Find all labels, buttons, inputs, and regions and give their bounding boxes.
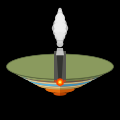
Ellipse shape: [55, 14, 62, 22]
Polygon shape: [56, 48, 64, 55]
Polygon shape: [7, 54, 60, 81]
Polygon shape: [60, 54, 113, 81]
Ellipse shape: [56, 13, 64, 20]
Polygon shape: [60, 70, 93, 88]
Polygon shape: [54, 51, 66, 82]
Ellipse shape: [58, 29, 67, 36]
Polygon shape: [13, 59, 60, 83]
Circle shape: [64, 80, 66, 82]
Ellipse shape: [54, 27, 66, 34]
Polygon shape: [60, 66, 99, 87]
Ellipse shape: [58, 33, 65, 40]
Polygon shape: [60, 62, 104, 84]
Ellipse shape: [58, 8, 62, 13]
Polygon shape: [60, 74, 89, 90]
Circle shape: [58, 80, 62, 84]
Ellipse shape: [55, 33, 62, 40]
Circle shape: [56, 78, 64, 86]
Ellipse shape: [53, 19, 62, 29]
Polygon shape: [21, 66, 60, 87]
Polygon shape: [16, 62, 60, 84]
Ellipse shape: [57, 40, 63, 47]
Circle shape: [61, 83, 63, 85]
Polygon shape: [60, 78, 84, 93]
Ellipse shape: [57, 10, 63, 17]
Ellipse shape: [55, 31, 65, 38]
Ellipse shape: [58, 14, 65, 22]
Circle shape: [54, 80, 56, 82]
Polygon shape: [60, 85, 75, 96]
Polygon shape: [45, 85, 60, 96]
Polygon shape: [27, 70, 60, 88]
Ellipse shape: [59, 24, 68, 33]
Ellipse shape: [58, 19, 67, 29]
Ellipse shape: [56, 37, 64, 44]
Circle shape: [59, 81, 61, 83]
Polygon shape: [36, 78, 60, 93]
Polygon shape: [54, 55, 66, 82]
Ellipse shape: [53, 29, 62, 36]
Polygon shape: [57, 55, 63, 81]
Polygon shape: [60, 59, 107, 83]
Ellipse shape: [55, 17, 65, 27]
Polygon shape: [31, 74, 60, 90]
Ellipse shape: [7, 54, 113, 79]
Ellipse shape: [54, 22, 66, 32]
Ellipse shape: [52, 24, 61, 33]
Circle shape: [57, 83, 59, 85]
